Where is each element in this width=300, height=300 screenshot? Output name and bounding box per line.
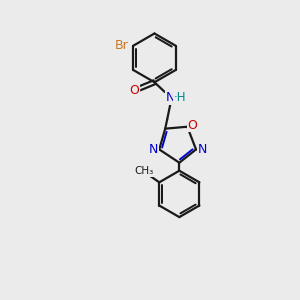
Bar: [188, 121, 197, 129]
Text: N: N: [166, 91, 175, 104]
Bar: [198, 145, 206, 154]
Text: CH₃: CH₃: [135, 166, 154, 176]
Text: N: N: [148, 143, 158, 156]
Bar: [137, 167, 152, 176]
Text: Br: Br: [115, 39, 129, 52]
Text: N: N: [197, 143, 207, 156]
Text: ·H: ·H: [174, 91, 187, 104]
Bar: [130, 86, 139, 95]
Bar: [164, 93, 181, 102]
Bar: [149, 145, 158, 154]
Bar: [114, 41, 130, 50]
Text: O: O: [188, 119, 198, 132]
Text: O: O: [129, 84, 139, 97]
